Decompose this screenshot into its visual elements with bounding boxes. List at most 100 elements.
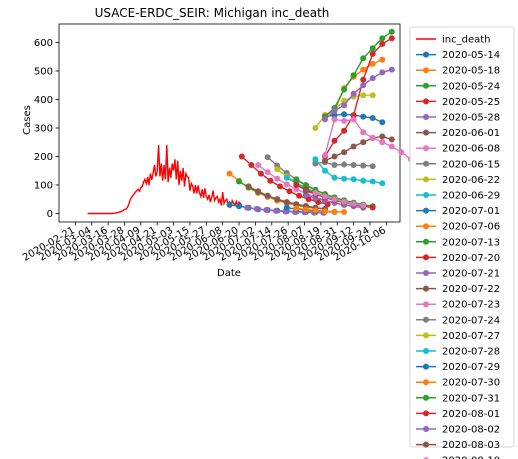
data-point [379, 119, 386, 126]
data-point [341, 161, 348, 168]
legend-item: 2020-06-08 [416, 144, 500, 155]
data-point [274, 196, 281, 203]
x-axis-label: Date [217, 268, 241, 279]
data-point [277, 183, 283, 190]
legend-marker [423, 426, 429, 432]
data-point [350, 162, 357, 168]
series-2020-07-06 [293, 205, 348, 215]
data-point [388, 143, 395, 150]
data-point [236, 178, 242, 185]
legend-marker [423, 316, 429, 323]
data-point [331, 196, 338, 203]
legend-marker [423, 379, 429, 386]
legend: inc_death 2020-05-14 2020-05-18 2020-05-24 2… [409, 26, 515, 459]
data-point [360, 66, 367, 73]
data-point [379, 69, 386, 76]
legend-label: 2020-07-27 [442, 331, 500, 342]
data-point [360, 139, 367, 146]
series-2020-07-28 [312, 156, 386, 187]
data-point [312, 156, 319, 163]
legend-item: 2020-05-28 [416, 113, 500, 124]
data-point [369, 204, 376, 211]
plot-area [58, 23, 414, 223]
data-point [379, 40, 386, 47]
data-point [369, 60, 376, 67]
data-point [341, 198, 348, 205]
data-point [379, 180, 386, 187]
data-point [379, 133, 386, 140]
y-tick-label: 600 [34, 38, 53, 49]
data-point [264, 154, 271, 161]
legend-item: 2020-07-28 [416, 347, 500, 358]
y-tick-label: 200 [34, 152, 53, 163]
data-point [255, 188, 262, 195]
data-point [322, 167, 328, 174]
legend-marker [423, 192, 429, 198]
data-point [369, 178, 376, 185]
data-point [245, 183, 252, 190]
legend-marker [423, 145, 429, 152]
data-point [360, 177, 367, 184]
y-tick-label: 0 [47, 209, 53, 220]
legend-label: 2020-07-01 [442, 206, 500, 217]
data-point [341, 111, 348, 118]
y-axis-label: Cases [22, 105, 33, 135]
data-point [388, 66, 395, 73]
legend-label: 2020-08-03 [442, 440, 500, 451]
data-point [369, 135, 376, 141]
legend-item: 2020-06-01 [416, 128, 500, 139]
legend-marker [423, 254, 429, 261]
series-2020-08-02 [322, 66, 395, 123]
legend-marker [423, 441, 429, 448]
legend-label: 2020-07-13 [442, 237, 500, 248]
data-point [350, 143, 357, 150]
x-axis: 2020-02-212020-03-042020-03-162020-03-28… [21, 222, 388, 264]
legend-item: 2020-05-24 [416, 81, 500, 92]
chart-title: USACE-ERDC_SEIR: Michigan inc_death [95, 6, 330, 20]
legend-label: 2020-05-14 [442, 50, 500, 61]
data-point [369, 75, 376, 82]
legend-marker [423, 363, 429, 370]
legend-item: inc_death [416, 35, 491, 46]
data-point [341, 175, 348, 182]
legend-marker [423, 114, 429, 120]
data-point [331, 174, 338, 181]
data-point [264, 169, 271, 176]
legend-label: 2020-08-02 [442, 425, 500, 436]
legend-marker [423, 129, 429, 136]
legend-item: 2020-07-23 [416, 300, 500, 311]
data-point [226, 170, 233, 177]
data-point [360, 113, 367, 120]
series-line [241, 155, 328, 205]
data-point [331, 116, 338, 123]
data-point [360, 76, 367, 83]
legend-item: 2020-06-22 [416, 175, 500, 186]
legend-marker [423, 332, 429, 339]
legend-marker [423, 98, 429, 105]
y-axis: 0 100 200 300 400 500 600 [34, 38, 59, 220]
data-point [341, 86, 348, 93]
data-point [350, 116, 357, 123]
legend-item: 2020-07-22 [416, 284, 500, 295]
data-point [302, 206, 309, 213]
legend-label: 2020-06-29 [442, 191, 500, 202]
legend-item: 2020-08-01 [416, 409, 500, 420]
data-point [350, 176, 357, 183]
data-point [226, 201, 233, 208]
data-point [379, 56, 386, 63]
data-point [341, 127, 348, 134]
legend-item: 2020-07-06 [416, 222, 500, 233]
legend-item: 2020-06-29 [416, 191, 500, 202]
legend-label: 2020-06-22 [442, 175, 500, 186]
legend-item: 2020-05-18 [416, 66, 500, 77]
legend-item: 2020-07-27 [416, 331, 500, 342]
data-point [293, 205, 300, 212]
data-point [244, 204, 251, 211]
data-point [322, 193, 328, 200]
data-point [398, 149, 405, 156]
legend-item: 2020-08-02 [416, 425, 500, 436]
legend-marker [423, 301, 429, 308]
data-point [274, 166, 281, 173]
legend-marker [423, 394, 429, 401]
